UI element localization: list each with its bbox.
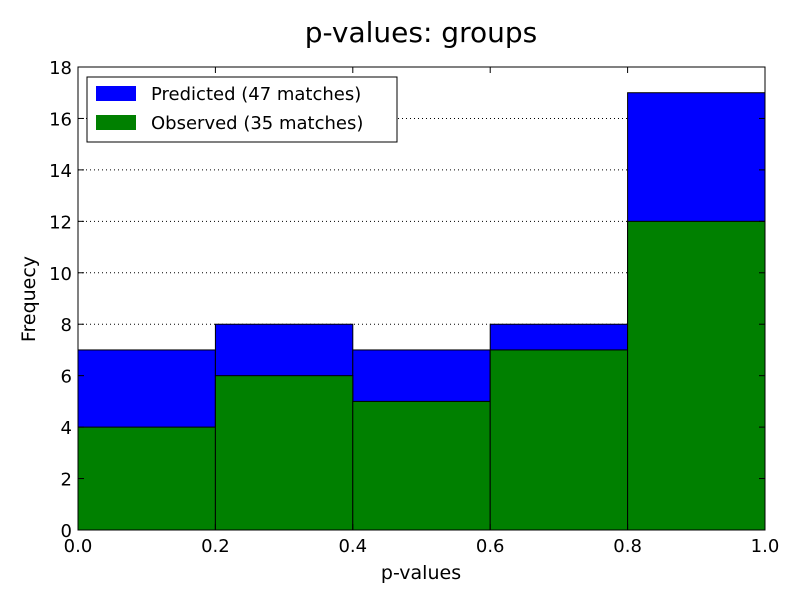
observed-bar [77,426,216,531]
legend-label: Observed (35 matches) [151,113,363,134]
x-tick-label: 0.4 [338,536,367,557]
y-tick-label: 6 [61,367,72,388]
observed-bar [352,400,491,531]
legend-swatch [96,115,136,130]
y-axis-ticks: 0 2 4 6 8 10 12 14 16 18 [49,58,765,542]
legend-box [86,76,398,143]
observed-bar [214,375,354,531]
bars-group [77,92,766,531]
y-tick-label: 10 [49,264,72,285]
x-tick-label: 0.2 [201,536,230,557]
legend-swatch [96,86,136,101]
y-axis-label: Frequecy [18,256,40,342]
x-tick-label: 0.8 [613,536,642,557]
x-tick-label: 0.0 [64,536,93,557]
observed-bar [627,220,766,531]
y-tick-label: 8 [61,315,72,336]
x-axis-ticks: 0.0 0.2 0.4 0.6 0.8 1.0 [64,67,780,557]
chart-title: p-values: groups [305,16,537,49]
y-tick-label: 14 [49,161,72,182]
legend: Predicted (47 matches) Observed (35 match… [86,76,398,143]
y-tick-label: 18 [49,58,72,79]
x-tick-label: 0.6 [476,536,505,557]
y-tick-label: 0 [61,521,72,542]
y-tick-label: 4 [61,418,72,439]
x-axis-label: p-values [381,562,461,584]
plot-frame [77,66,766,531]
x-tick-label: 1.0 [751,536,780,557]
legend-label: Predicted (47 matches) [151,84,361,105]
y-tick-label: 16 [49,109,72,130]
y-tick-label: 2 [61,470,72,491]
y-tick-label: 12 [49,212,72,233]
observed-bar [489,349,629,531]
